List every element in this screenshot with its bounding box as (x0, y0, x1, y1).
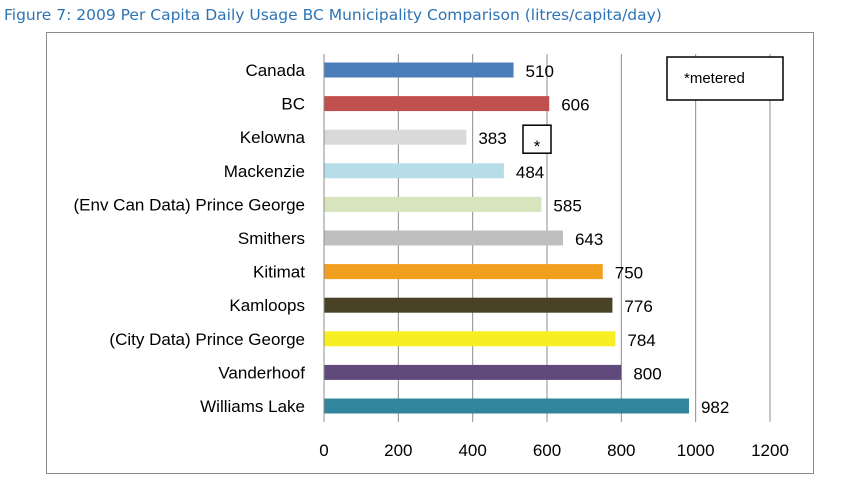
metered-note-box (666, 56, 784, 101)
value-label: 784 (627, 331, 655, 350)
value-label: 383 (478, 129, 506, 148)
bar (324, 264, 603, 280)
metered-marker-box (522, 124, 552, 154)
x-tick-label: 0 (319, 441, 328, 460)
metered-marker: * (534, 137, 541, 156)
x-tick-label: 1200 (751, 441, 789, 460)
bar (324, 398, 689, 414)
x-tick-label: 1000 (677, 441, 715, 460)
category-label: Kelowna (240, 128, 306, 147)
category-label: Smithers (238, 229, 305, 248)
bar (324, 163, 504, 179)
bar (324, 297, 613, 313)
bar (324, 331, 616, 347)
value-label: 643 (575, 230, 603, 249)
category-label: Kitimat (253, 263, 305, 282)
value-label: 982 (701, 398, 729, 417)
x-tick-label: 200 (384, 441, 412, 460)
category-label: Williams Lake (200, 397, 305, 416)
value-label: 800 (633, 364, 661, 383)
category-label: Mackenzie (224, 162, 305, 181)
figure-title: Figure 7: 2009 Per Capita Daily Usage BC… (4, 6, 662, 24)
value-label: 510 (526, 62, 554, 81)
category-label: BC (281, 95, 305, 114)
bar (324, 62, 514, 78)
x-tick-label: 800 (607, 441, 635, 460)
category-label: (City Data) Prince George (109, 330, 305, 349)
category-label: Vanderhoof (218, 363, 305, 382)
bar (324, 230, 563, 246)
value-label: 776 (624, 297, 652, 316)
value-label: 585 (553, 196, 581, 215)
category-label: Kamloops (229, 296, 305, 315)
value-label: 750 (615, 264, 643, 283)
x-tick-label: 400 (458, 441, 486, 460)
x-tick-label: 600 (533, 441, 561, 460)
bar (324, 364, 622, 380)
metered-note: *metered (684, 70, 745, 87)
bar (324, 196, 542, 212)
category-label: (Env Can Data) Prince George (74, 195, 306, 214)
bar (324, 96, 550, 112)
category-label: Canada (245, 61, 305, 80)
value-label: 484 (516, 163, 544, 182)
bar (324, 129, 467, 145)
value-label: 606 (561, 96, 589, 115)
